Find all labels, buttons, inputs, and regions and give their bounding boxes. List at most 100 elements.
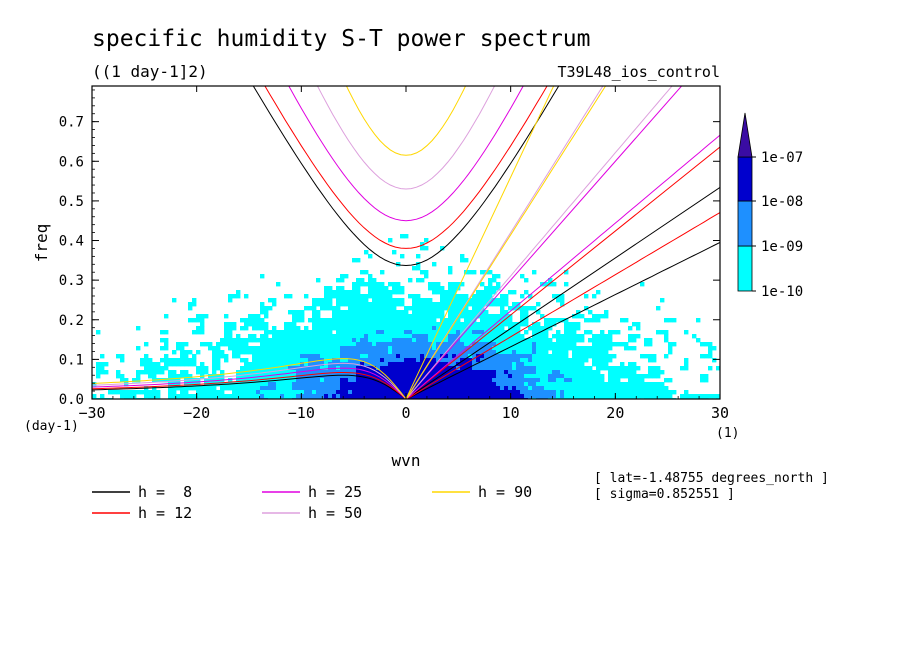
heat-cell xyxy=(348,322,353,327)
heat-cell xyxy=(568,346,573,351)
heat-cell xyxy=(356,258,361,263)
heat-cell xyxy=(320,342,325,347)
heat-cell xyxy=(240,374,245,379)
heat-cell xyxy=(560,318,565,323)
heat-cell xyxy=(416,254,421,259)
heat-cell xyxy=(300,370,305,375)
heat-cell xyxy=(252,314,257,319)
heat-cell xyxy=(556,382,561,387)
heat-cell xyxy=(532,338,537,343)
heat-cell xyxy=(608,342,613,347)
heat-cell xyxy=(472,346,477,351)
heat-cell xyxy=(424,314,429,319)
heat-cell xyxy=(344,378,349,383)
heat-cell xyxy=(396,358,401,363)
heat-cell xyxy=(544,326,549,331)
heat-cell xyxy=(440,290,445,295)
heat-cell xyxy=(360,342,365,347)
heat-cell xyxy=(280,334,285,339)
heat-cell xyxy=(276,282,281,287)
heat-cell xyxy=(400,386,405,391)
heat-cell xyxy=(500,318,505,323)
heat-cell xyxy=(632,378,637,383)
heat-cell xyxy=(408,386,413,391)
heat-cell xyxy=(320,318,325,323)
heat-cell xyxy=(384,326,389,331)
heat-cell xyxy=(548,326,553,331)
heat-cell xyxy=(272,346,277,351)
heat-cell xyxy=(356,330,361,335)
heat-cell xyxy=(628,338,633,343)
heat-cell xyxy=(252,322,257,327)
heat-cell xyxy=(508,382,513,387)
heat-cell xyxy=(144,370,149,375)
heat-cell xyxy=(260,326,265,331)
heat-cell xyxy=(524,322,529,327)
heat-cell xyxy=(480,314,485,319)
heat-cell xyxy=(348,370,353,375)
heat-cell xyxy=(412,298,417,303)
heat-cell xyxy=(412,306,417,311)
heat-cell xyxy=(572,394,577,399)
heat-cell xyxy=(564,346,569,351)
heat-cell xyxy=(632,374,637,379)
heat-cell xyxy=(476,306,481,311)
heat-cell xyxy=(352,346,357,351)
heat-cell xyxy=(552,366,557,371)
heat-cell xyxy=(356,354,361,359)
heat-cell xyxy=(512,382,517,387)
heat-cell xyxy=(420,302,425,307)
heat-cell xyxy=(400,330,405,335)
rossby-curve-h8 xyxy=(92,374,407,399)
heat-cell xyxy=(476,378,481,383)
heat-cell xyxy=(228,338,233,343)
kelvin-curve-h8 xyxy=(405,187,720,399)
heat-cell xyxy=(596,378,601,383)
heat-cell xyxy=(396,318,401,323)
heat-cell xyxy=(552,374,557,379)
heat-cell xyxy=(408,358,413,363)
heat-cell xyxy=(320,362,325,367)
heat-cell xyxy=(304,294,309,299)
heat-cell xyxy=(308,346,313,351)
heat-cell xyxy=(504,322,509,327)
heat-cell xyxy=(412,354,417,359)
heat-cell xyxy=(708,394,713,399)
heat-cell xyxy=(472,314,477,319)
heat-cell xyxy=(500,394,505,399)
heat-cell xyxy=(248,386,253,391)
heat-cell xyxy=(444,298,449,303)
heat-cell xyxy=(516,338,521,343)
heat-cell xyxy=(200,342,205,347)
heat-cell xyxy=(316,318,321,323)
heat-cell xyxy=(516,334,521,339)
heat-cell xyxy=(488,374,493,379)
heat-cell xyxy=(376,314,381,319)
heat-cell xyxy=(456,302,461,307)
heat-cell xyxy=(372,350,377,355)
heat-cell xyxy=(96,330,101,335)
heat-cell xyxy=(244,366,249,371)
heat-cell xyxy=(628,386,633,391)
heat-cell xyxy=(568,322,573,327)
heat-cell xyxy=(708,350,713,355)
heat-cell xyxy=(484,382,489,387)
legend-label: h = 8 xyxy=(138,483,192,501)
heat-cell xyxy=(248,390,253,395)
heat-cell xyxy=(644,394,649,399)
heat-cell xyxy=(324,306,329,311)
heat-cell xyxy=(392,390,397,395)
heat-cell xyxy=(404,234,409,239)
heat-cell xyxy=(340,290,345,295)
heat-cell xyxy=(404,350,409,355)
heat-cell xyxy=(236,382,241,387)
heat-cell xyxy=(436,394,441,399)
heat-cell xyxy=(460,282,465,287)
heat-cell xyxy=(580,338,585,343)
heat-cell xyxy=(272,362,277,367)
heat-cell xyxy=(568,362,573,367)
heat-cell xyxy=(356,286,361,291)
heat-cell xyxy=(560,338,565,343)
heat-cell xyxy=(284,362,289,367)
